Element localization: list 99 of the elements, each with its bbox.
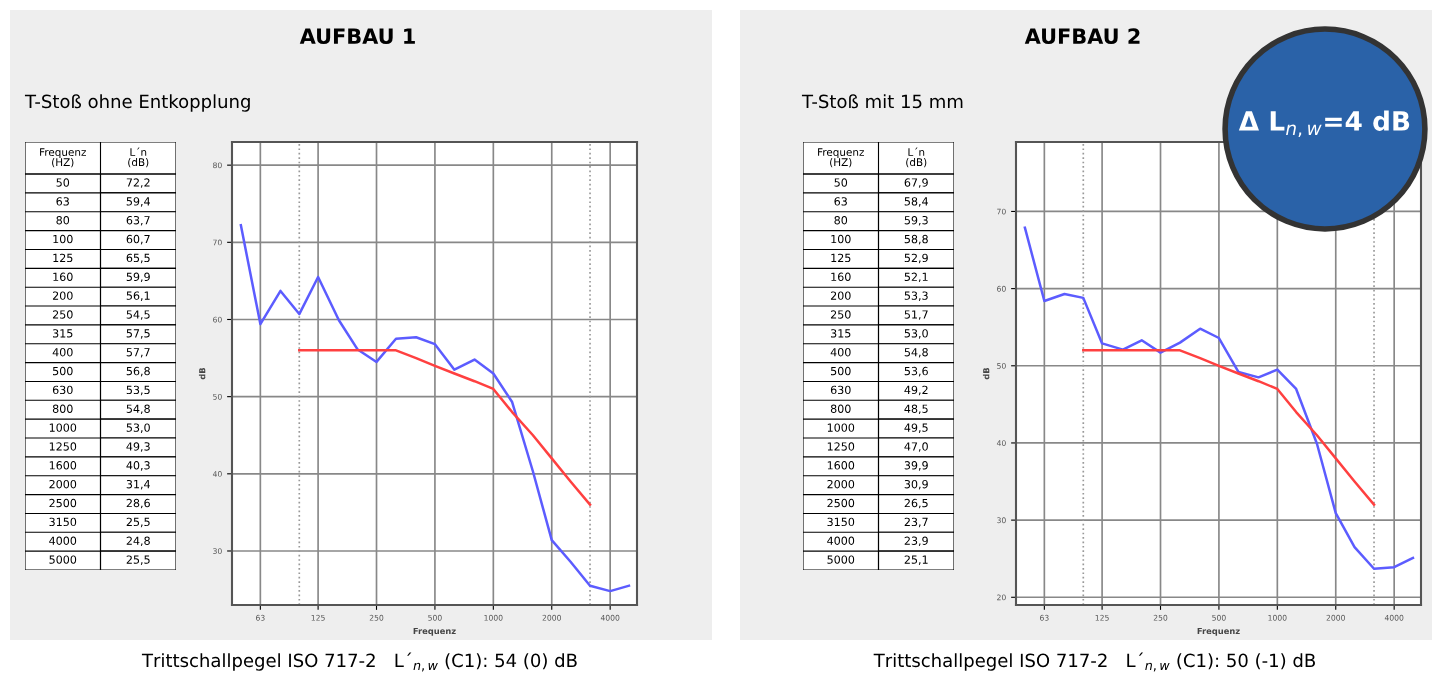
category-label: 400 — [830, 347, 851, 357]
text: 54,8 — [126, 404, 150, 415]
category-label: 2000 — [827, 479, 855, 489]
category-label: 1250 — [827, 442, 855, 451]
text: 54,5 — [126, 310, 150, 320]
category-label: 800 — [830, 404, 851, 413]
text: Δ L$_{n,w}$=4 dB — [1238, 110, 1410, 138]
category-label: 2000 — [49, 479, 77, 489]
category-label: 1600 — [49, 461, 77, 470]
category-label: 500 — [831, 366, 851, 376]
text: 31,4 — [126, 479, 150, 490]
category-label: 800 — [52, 404, 73, 413]
text: 51,7 — [904, 310, 928, 320]
category-label: 250 — [830, 310, 851, 319]
text: 49,3 — [126, 442, 150, 452]
category-label: 250 — [52, 310, 73, 319]
chart-title: AUFBAU 2 — [1024, 28, 1140, 45]
text: Trittschallpegel ISO 717-2 L´$_{n,w}$ (C1): 50 (-1) dB — [873, 652, 1315, 672]
category-label: 100 — [831, 234, 851, 244]
text: 65,5 — [126, 253, 150, 264]
text: T-Stoß mit 15 mm — [801, 94, 963, 109]
category-label: 630 — [830, 385, 851, 395]
text: Frequenz (HZ) — [40, 148, 86, 168]
text: L´n (dB) — [906, 147, 927, 168]
category-label: 63 — [834, 197, 847, 206]
text: 56,1 — [126, 291, 150, 301]
text: 54,8 — [904, 347, 928, 358]
category-label: 315 — [830, 329, 851, 338]
text: 57,5 — [126, 329, 150, 339]
category-label: 1000 — [827, 423, 855, 432]
text: 28,6 — [126, 498, 150, 509]
text: 59,9 — [126, 272, 150, 283]
text: 47,0 — [904, 442, 928, 452]
text: 25,5 — [126, 517, 150, 528]
text: 53,3 — [904, 291, 928, 301]
category-label: 2500 — [827, 498, 855, 508]
text: 25,1 — [904, 555, 928, 565]
text: 53,0 — [126, 423, 150, 433]
category-label: 125 — [831, 253, 851, 263]
text: 23,9 — [904, 536, 928, 547]
category-label: 50 — [834, 178, 848, 187]
y-axis-title: dB — [982, 367, 990, 380]
chart-title: AUFBAU 1 — [299, 28, 415, 45]
category-label: 2500 — [49, 498, 77, 508]
text: 26,5 — [904, 498, 928, 509]
text: 56,8 — [126, 366, 150, 377]
text: 53,6 — [904, 366, 928, 377]
text: 60,7 — [126, 234, 150, 245]
category-label: 400 — [52, 347, 73, 357]
text: 58,8 — [904, 234, 928, 245]
text: 49,2 — [904, 385, 928, 396]
category-label: 160 — [831, 272, 851, 281]
text: 52,1 — [904, 272, 928, 283]
text: 30,9 — [904, 479, 928, 490]
category-label: 1600 — [827, 461, 855, 470]
x-axis-title: Frequenz — [1197, 627, 1240, 636]
text: 24,8 — [126, 536, 150, 547]
text: 57,7 — [126, 348, 150, 358]
text: 39,9 — [904, 461, 928, 471]
text: 25,5 — [126, 555, 150, 565]
category-label: 160 — [53, 272, 73, 281]
text: 52,9 — [904, 253, 928, 264]
text: 59,3 — [904, 216, 928, 226]
category-label: 630 — [52, 385, 73, 395]
category-label: 5000 — [49, 555, 77, 564]
text: 48,5 — [904, 404, 928, 415]
category-label: 500 — [53, 366, 73, 376]
category-label: 5000 — [827, 555, 855, 564]
category-label: 80 — [56, 216, 70, 225]
category-label: 125 — [53, 253, 73, 263]
category-label: 4000 — [827, 536, 855, 545]
text: 53,5 — [126, 385, 150, 396]
category-label: 100 — [53, 234, 73, 244]
category-label: 3150 — [827, 517, 855, 527]
category-label: 1000 — [49, 423, 77, 432]
text: 59,4 — [126, 197, 150, 207]
x-axis-title: Frequenz — [413, 627, 456, 636]
text: L´n (dB) — [128, 147, 149, 168]
text: 72,2 — [126, 178, 150, 188]
category-label: 1250 — [49, 442, 77, 451]
y-axis-title: dB — [198, 367, 206, 380]
category-label: 315 — [52, 329, 73, 338]
category-label: 63 — [56, 197, 69, 206]
category-label: 200 — [830, 291, 851, 300]
text: 67,9 — [904, 178, 928, 188]
category-label: 80 — [834, 216, 848, 225]
text: 49,5 — [904, 423, 928, 433]
text: Frequenz (HZ) — [818, 148, 864, 168]
text: 23,7 — [904, 517, 928, 528]
category-label: 4000 — [49, 536, 77, 545]
text: 63,7 — [126, 216, 150, 226]
text: T-Stoß ohne Entkopplung — [24, 94, 250, 112]
category-label: 200 — [52, 291, 73, 300]
text: Trittschallpegel ISO 717-2 L´$_{n,w}$ (C1): 54 (0) dB — [141, 652, 577, 672]
text: 58,4 — [904, 197, 928, 207]
text: 40,3 — [126, 461, 150, 471]
text: 53,0 — [904, 329, 928, 339]
category-label: 50 — [56, 178, 70, 187]
category-label: 3150 — [49, 517, 77, 527]
